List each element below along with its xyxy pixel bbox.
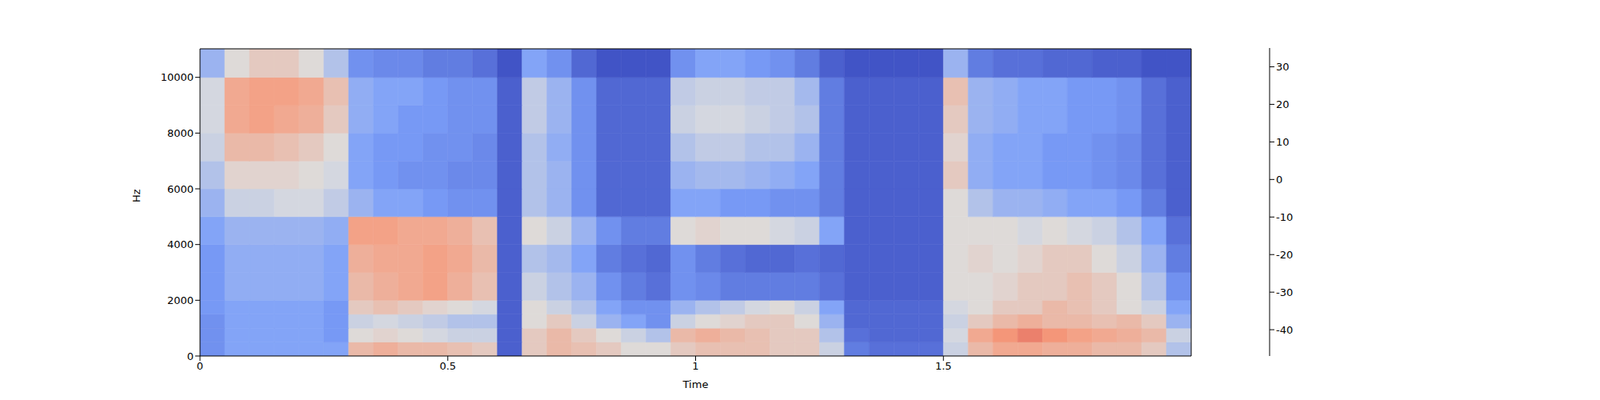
svg-text:0: 0	[187, 350, 194, 363]
svg-text:20: 20	[1276, 98, 1290, 111]
svg-text:Hz: Hz	[130, 188, 143, 203]
svg-text:10000: 10000	[160, 71, 194, 84]
svg-text:-20: -20	[1276, 248, 1293, 261]
svg-text:6000: 6000	[167, 183, 194, 196]
svg-text:Time: Time	[682, 378, 709, 391]
svg-text:2000: 2000	[167, 294, 194, 307]
svg-text:1: 1	[692, 360, 699, 372]
svg-text:0: 0	[196, 360, 204, 372]
svg-text:1.5: 1.5	[935, 360, 952, 372]
svg-text:0.5: 0.5	[439, 360, 456, 372]
svg-text:-30: -30	[1276, 286, 1293, 299]
svg-text:4000: 4000	[167, 238, 194, 251]
svg-text:8000: 8000	[167, 127, 194, 140]
svg-text:0: 0	[1276, 173, 1283, 186]
svg-text:10: 10	[1276, 136, 1290, 148]
svg-text:30: 30	[1276, 60, 1290, 73]
svg-text:-40: -40	[1276, 324, 1293, 336]
svg-text:-10: -10	[1276, 211, 1293, 224]
